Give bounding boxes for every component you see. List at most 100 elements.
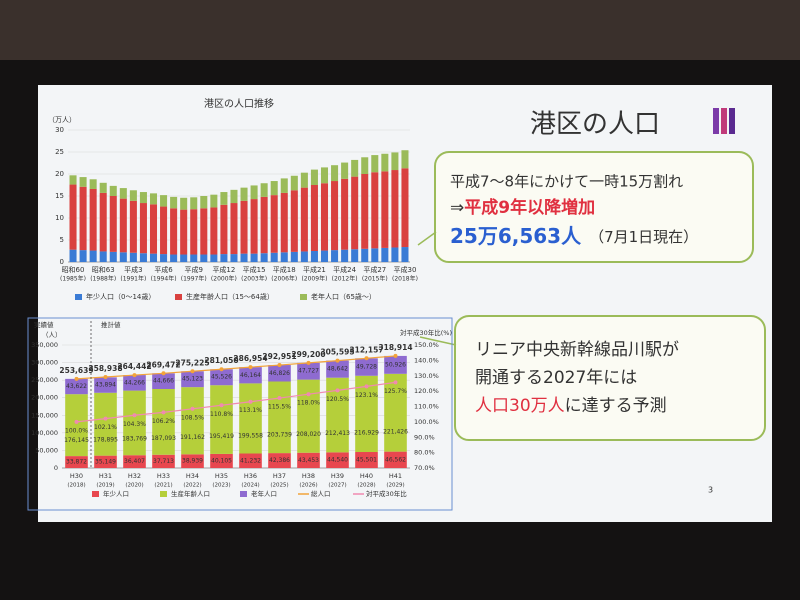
bar-segment [341,162,349,179]
value-label: 286,954 [233,354,267,363]
x-tick-sublabel: (2024) [241,483,259,489]
bar-segment [123,375,146,391]
bar-segment [268,453,291,468]
callout-pointer [417,231,437,246]
value-label: 208,020 [296,431,321,438]
bar-segment [297,362,320,380]
bar-segment [320,250,329,262]
value-label: 50,926 [385,361,406,368]
value-label: 36,407 [124,458,145,465]
x-tick-label: H32 [128,472,141,480]
x-tick-label: H34 [186,472,199,480]
bar-segment [326,360,349,378]
bar-segment [361,174,369,249]
value-label: 42,386 [269,457,290,464]
x-tick-sublabel: (2023) [212,483,230,489]
bar-segment [355,375,378,453]
bar-segment [99,251,107,262]
y-tick-label: 0 [60,258,64,266]
bar-segment [355,452,378,468]
chart-frame [27,317,453,511]
value-label: 45,501 [356,457,377,464]
bar-segment [152,373,175,389]
bar-segment [326,452,349,468]
value-label: 44,266 [124,379,145,386]
line [76,381,396,423]
bar-segment [240,253,248,262]
bar-segment [220,204,228,255]
bar-segment [268,381,291,454]
bar-segment [180,197,188,210]
bar-segment [384,451,407,468]
value-label: 37,713 [153,458,174,465]
bar-segment [181,371,204,388]
bar-segment [69,249,77,262]
value-label: 178,895 [93,436,118,443]
x-tick-label: 平成3 [124,265,142,274]
annotation: 推計値 [101,320,121,329]
x-tick-label: 平成9 [185,265,203,274]
callout-text: に達する予測 [565,396,667,416]
value-label: 102.1% [94,424,117,431]
value-label: 187,093 [151,435,176,442]
bar-segment [190,209,198,255]
bar-segment [109,251,117,262]
bar-segment [371,172,379,249]
x-tick-label: 平成12 [212,265,235,274]
value-label: 115.5% [268,404,291,411]
bar-segment [200,196,208,209]
value-label: 45,123 [182,376,203,383]
bar-segment [180,254,188,262]
bar-segment [79,177,87,187]
x-tick-sublabel: (2003年) [241,275,267,283]
bar-segment [391,170,399,248]
bar-segment [351,159,359,177]
bar-segment [381,153,389,172]
bar-segment [210,254,218,262]
value-label: 191,162 [180,434,205,441]
bar-segment [260,183,268,197]
callout-pointer [419,336,457,346]
slide-title: 港区の人口 [530,110,660,140]
callout-text: ⇒平成9年以降増加 [450,197,595,218]
bar-segment [200,254,208,262]
legend-label: 年少人口 [103,489,129,498]
value-label: 275,225 [175,358,209,367]
bar-segment [371,248,379,262]
x-tick-label: 平成21 [303,265,326,274]
x-tick-label: H41 [389,472,402,480]
x-tick-sublabel: (2027) [328,483,346,489]
x-tick-label: H38 [302,472,315,480]
bar-segment [310,169,318,185]
y2-tick-label: 150.0% [414,341,439,349]
legend-label: 老年人口（65歳～） [311,292,376,301]
bar-segment [355,358,378,376]
logo [713,108,735,134]
y2-tick-label: 110.0% [414,403,439,411]
bar-segment [220,192,228,205]
bar-segment [139,253,147,262]
x-tick-sublabel: (2012年) [332,275,358,283]
bar-segment [170,208,178,255]
bar-segment [94,455,117,468]
bar-segment [160,195,168,207]
x-tick-sublabel: (2019) [96,483,114,489]
x-tick-label: H37 [273,472,286,480]
x-tick-label: 平成6 [154,265,173,274]
bar-segment [123,455,146,468]
y-tick-label: 0 [54,464,58,472]
bar-segment [181,387,204,455]
value-label: 216,929 [354,429,379,436]
line [76,355,396,380]
bar-segment [152,388,175,455]
logo-bar [713,108,719,134]
bar-segment [149,204,158,254]
bar-segment [381,171,389,248]
bar-segment [331,165,339,182]
y-tick-label: 50,000 [35,446,58,454]
x-tick-sublabel: (1997年) [181,275,207,283]
x-tick-sublabel: (2018年) [392,275,418,283]
y2-tick-label: 70.0% [414,464,435,472]
x-tick-sublabel: (2000年) [211,275,237,283]
bar-segment [401,150,409,169]
